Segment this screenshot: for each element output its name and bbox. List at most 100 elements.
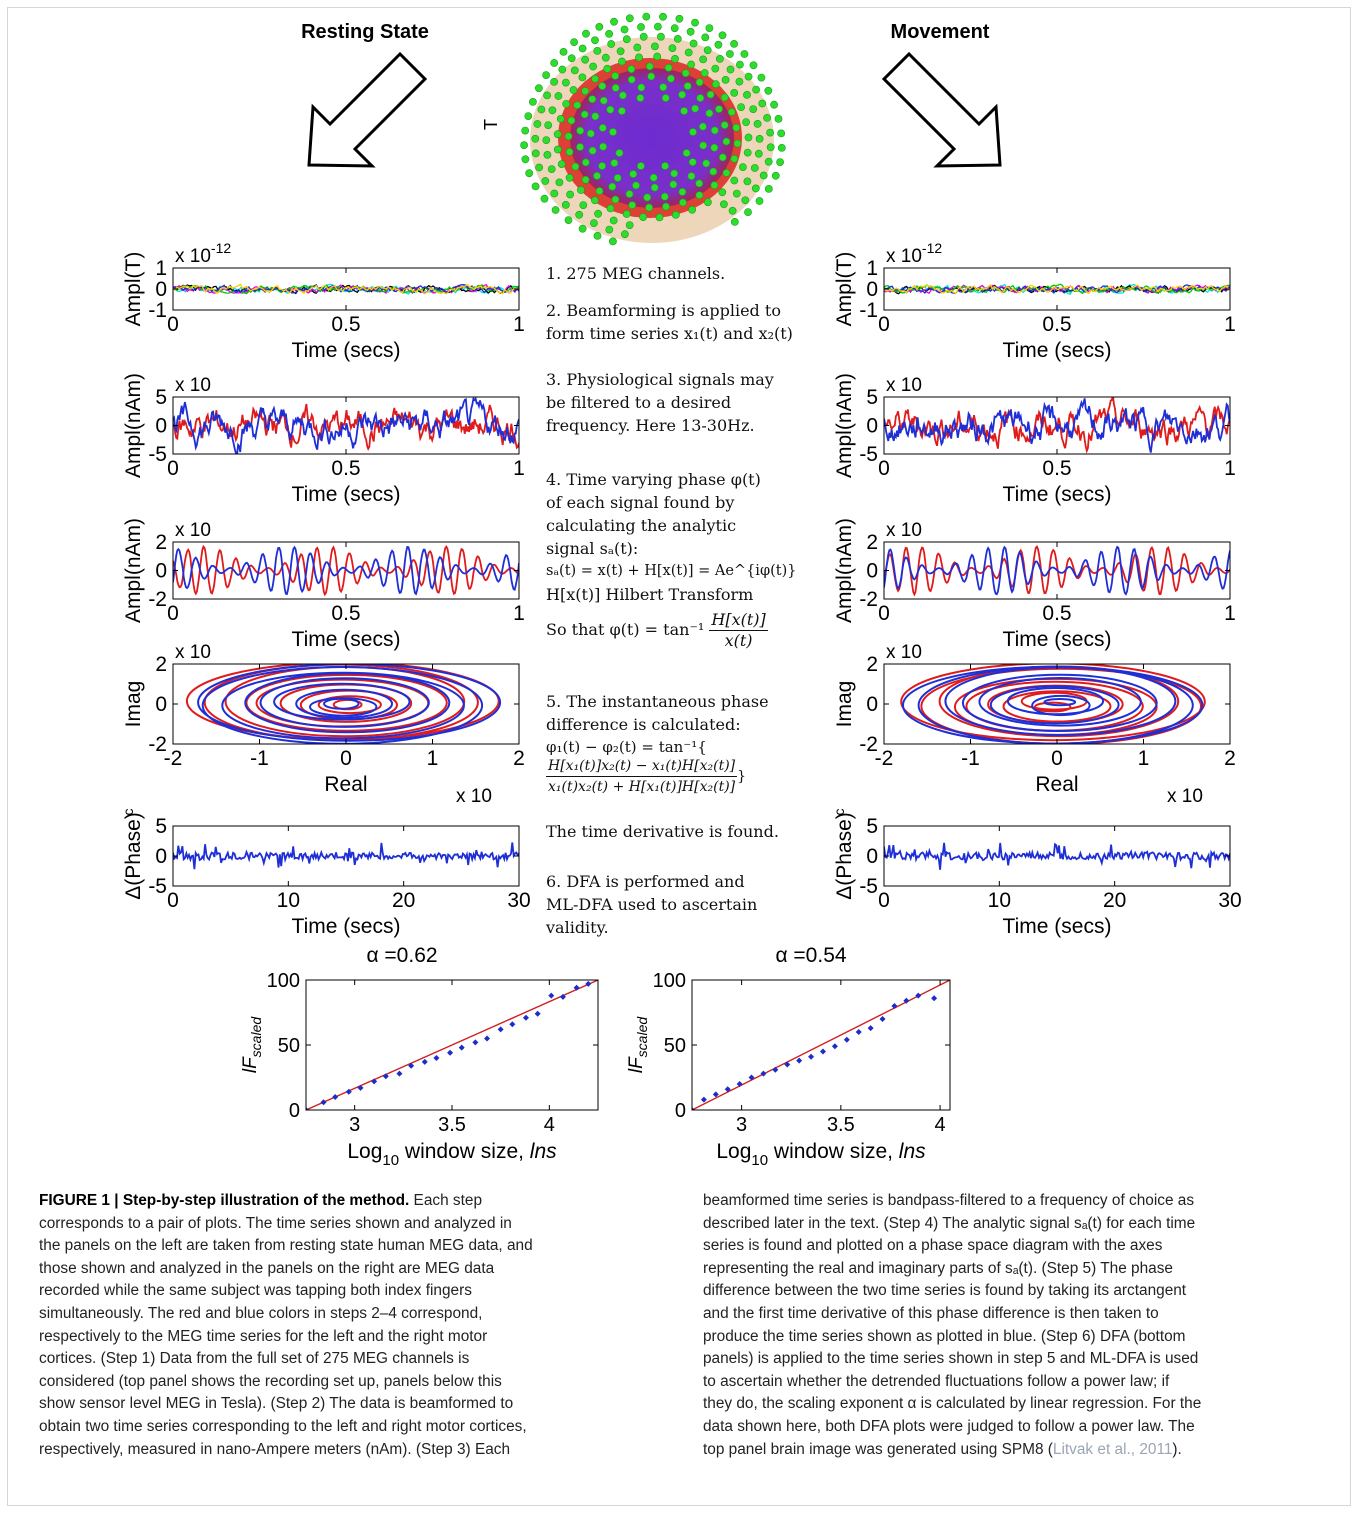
step-3-line-1: 3. Physiological signals may: [546, 370, 774, 389]
y-axis-label: Ampl(nAm): [122, 518, 145, 623]
x-tick-label: -1: [250, 747, 269, 770]
dfa-point: [320, 1099, 327, 1106]
sensor-dot: [609, 128, 617, 136]
phase-derivative-trace: [884, 842, 1230, 870]
sensor-dot: [613, 173, 622, 182]
sensor-dot: [736, 60, 744, 69]
step-4-line-3: calculating the analytic: [546, 516, 737, 535]
sensor-dot: [593, 47, 602, 55]
plot-area: [884, 544, 1230, 597]
dfa-point: [585, 980, 592, 987]
y-axis-label: lFscaled: [240, 1016, 264, 1074]
y-axis-label: Imag: [122, 681, 145, 728]
dfa-point: [447, 1049, 454, 1056]
sensor-dot: [764, 157, 773, 166]
dfa-point: [421, 1058, 428, 1065]
y-tick-label: 0: [289, 1100, 300, 1122]
y-tick-label: -5: [148, 443, 167, 466]
caption-reference-link[interactable]: Litvak et al., 2011: [1052, 1440, 1173, 1458]
x-axis-label: Time (secs): [1003, 339, 1112, 362]
sensor-dot: [520, 141, 528, 149]
sensor-dot: [718, 153, 727, 162]
sensor-dot: [609, 237, 617, 246]
y-tick-label: 50: [278, 1035, 300, 1057]
sensor-dot: [659, 83, 668, 92]
x-tick-label: 20: [392, 889, 415, 912]
sensor-dot: [645, 203, 653, 212]
sensor-dot: [599, 96, 608, 105]
sensor-dot: [591, 196, 599, 205]
y-axis-label: Ampl(nAm): [833, 373, 856, 478]
dfa-point: [692, 1107, 695, 1110]
sensor-dot: [579, 201, 588, 209]
dfa-point: [748, 1074, 755, 1081]
sensor-dot: [637, 23, 645, 31]
sensor-dot: [639, 213, 647, 221]
sensor-dot: [643, 193, 652, 202]
plot-area: [185, 664, 502, 744]
sensor-dot: [589, 62, 597, 71]
x-axis-label: Time (secs): [1003, 628, 1112, 651]
sensor-dot: [581, 55, 589, 64]
y-tick-label: 0: [155, 278, 167, 301]
sensor-dot: [598, 124, 607, 132]
step-4-analytic-equation: sₐ(t) = x(t) + H[x(t)] = Ae^{iφ(t)}: [546, 563, 797, 579]
right-cortex-trace: [173, 545, 519, 596]
y-axis-label: Ampl(nAm): [833, 518, 856, 623]
sensor-dot: [553, 145, 562, 154]
y-tick-label: -5: [859, 443, 878, 466]
dfa-point: [497, 1026, 504, 1033]
chart-right-phase: -2 -1 0 1 2 2 0 -2 Real Imag x 10 x 10: [833, 642, 1236, 807]
dfa-point: [357, 1084, 364, 1091]
sensor-dot: [556, 115, 565, 123]
x-tick-label: 1: [1224, 602, 1236, 625]
y-tick-label: 1: [866, 257, 878, 280]
sensor-dot: [764, 86, 773, 95]
sensor-dot: [743, 177, 752, 186]
sensor-dot: [743, 91, 751, 99]
sensor-dot: [718, 188, 727, 197]
sensor-dot: [711, 80, 720, 89]
x-tick-label: 0: [340, 747, 352, 770]
sensor-dot: [577, 186, 585, 194]
x-axis-label: Time (secs): [292, 628, 401, 651]
figure-caption: FIGURE 1 | Step-by-step illustration of …: [0, 1190, 1358, 1513]
sensor-dot: [625, 190, 634, 198]
sensor-dot: [533, 120, 542, 128]
sensor-dot: [678, 90, 686, 99]
sensor-dot: [598, 82, 607, 90]
sensor-dot: [611, 84, 620, 92]
sensor-dot: [764, 184, 773, 193]
sensor-dot: [701, 33, 710, 42]
dfa-point: [472, 1039, 479, 1046]
x-tick-label: 0: [878, 457, 890, 480]
dfa-point: [903, 997, 910, 1004]
step-5-fraction-row: H[x₁(t)]x₂(t) − x₁(t)H[x₂(t)] x₁(t)x₂(t)…: [546, 756, 846, 797]
sensor-dot: [687, 172, 696, 180]
sensor-dot: [695, 191, 704, 200]
sensor-dot: [650, 183, 659, 192]
x-tick-label: 10: [277, 889, 300, 912]
sensor-dot: [590, 219, 598, 227]
sensor-dot: [625, 221, 634, 229]
dfa-point: [700, 1096, 707, 1103]
plot-area: [884, 283, 1230, 296]
arrow-movement-icon: [881, 51, 1002, 168]
dfa-point: [458, 1044, 465, 1051]
sensor-dot: [699, 141, 708, 150]
sensor-dot: [671, 210, 680, 219]
step-4-phase-denominator: x(t): [724, 631, 753, 650]
y-tick-label: 5: [866, 815, 878, 838]
x-tick-label: 20: [1103, 889, 1126, 912]
sensor-dot: [564, 132, 573, 141]
sensor-dot: [777, 129, 786, 138]
sensor-dot: [593, 171, 601, 180]
sensor-dot: [704, 198, 712, 207]
sensor-dot: [740, 50, 749, 58]
sensor-dot: [757, 73, 766, 82]
step-4-phase-numerator: H[x(t)]: [709, 610, 768, 631]
sensor-dot: [601, 53, 610, 62]
y-tick-label: -5: [859, 875, 878, 898]
dfa-point: [332, 1094, 339, 1100]
x-tick-label: -2: [164, 747, 183, 770]
